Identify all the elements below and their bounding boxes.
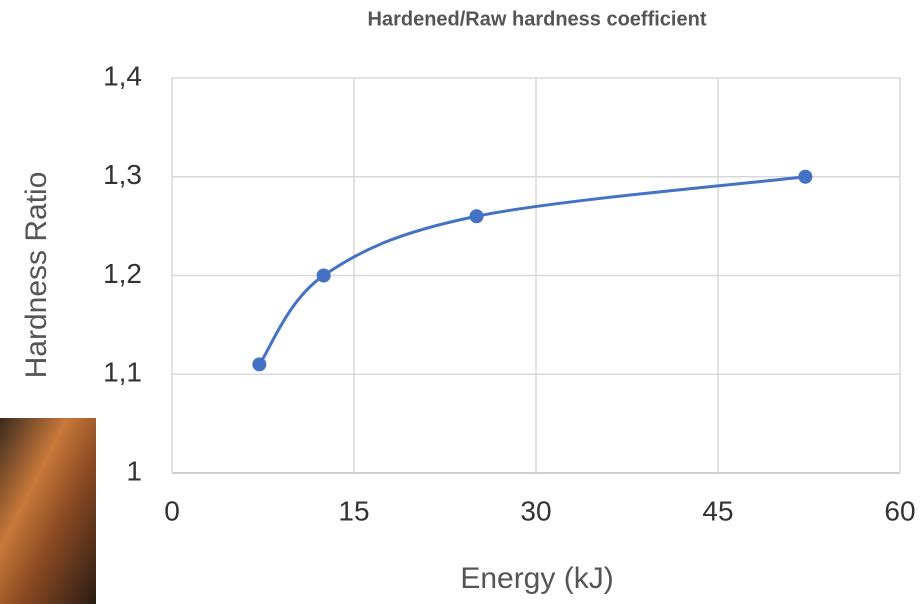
x-tick-label: 30 xyxy=(520,495,551,526)
x-tick-label: 45 xyxy=(702,495,733,526)
y-tick-label: 1,4 xyxy=(103,60,142,91)
photo-fragment xyxy=(0,418,96,604)
x-tick-label: 15 xyxy=(338,495,369,526)
x-tick-label: 60 xyxy=(884,495,915,526)
chart-title: Hardened/Raw hardness coefficient xyxy=(368,8,707,30)
data-point xyxy=(316,268,331,283)
y-tick-label: 1,1 xyxy=(103,357,142,388)
y-tick-label: 1,2 xyxy=(103,258,142,289)
y-axis-label: Hardness Ratio xyxy=(20,172,53,379)
y-tick-label: 1,3 xyxy=(103,159,142,190)
x-axis-label: Energy (kJ) xyxy=(460,562,613,595)
data-point xyxy=(798,169,813,184)
data-point xyxy=(252,357,267,372)
series-line xyxy=(258,175,806,366)
data-point xyxy=(469,209,484,224)
y-tick-label: 1 xyxy=(126,455,142,486)
x-tick-label: 0 xyxy=(164,495,180,526)
